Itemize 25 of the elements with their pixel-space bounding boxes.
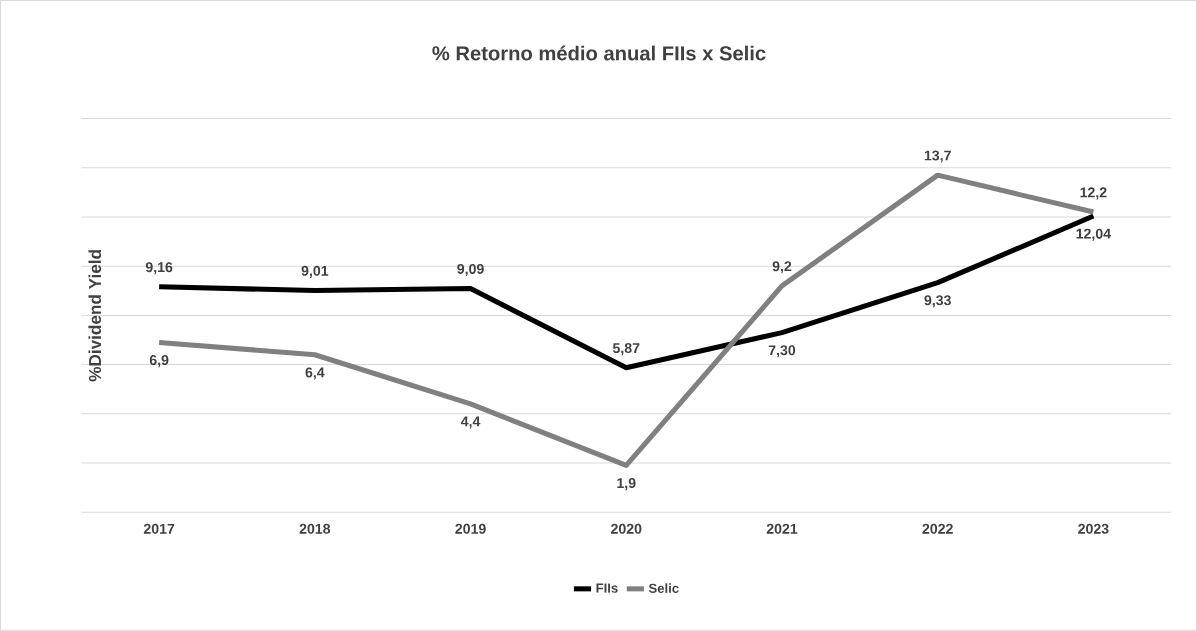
x-tick-label: 2017 [143, 523, 175, 534]
data-label: 9,2 [772, 261, 792, 274]
data-label: 9,09 [457, 263, 484, 277]
legend-label: FIIs [596, 583, 618, 593]
data-label: 6,4 [305, 367, 325, 380]
x-tick-label: 2023 [1078, 523, 1109, 534]
data-label: 4,4 [460, 416, 481, 429]
chart-title: % Retorno médio anual FIIs x Selic [432, 45, 766, 61]
data-label: 9,01 [301, 265, 329, 279]
x-tick-label: 2019 [455, 523, 486, 534]
legend-label: Selic [648, 583, 679, 594]
data-label: 9,33 [924, 295, 951, 308]
data-label: 6,9 [149, 355, 169, 368]
x-tick-label: 2022 [922, 523, 953, 534]
y-axis-title: %Dividend Yield [88, 250, 102, 382]
x-tick-label: 2020 [611, 523, 642, 534]
data-label: 12,04 [1076, 228, 1111, 241]
data-label: 7,30 [768, 345, 796, 358]
data-label: 12,2 [1080, 187, 1107, 200]
data-label: 5,87 [612, 343, 640, 356]
data-label: 1,9 [617, 478, 636, 491]
x-tick-label: 2018 [299, 523, 331, 534]
data-label: 9,16 [145, 262, 173, 275]
data-label: 13,7 [924, 150, 951, 163]
x-tick-label: 2021 [766, 523, 798, 534]
